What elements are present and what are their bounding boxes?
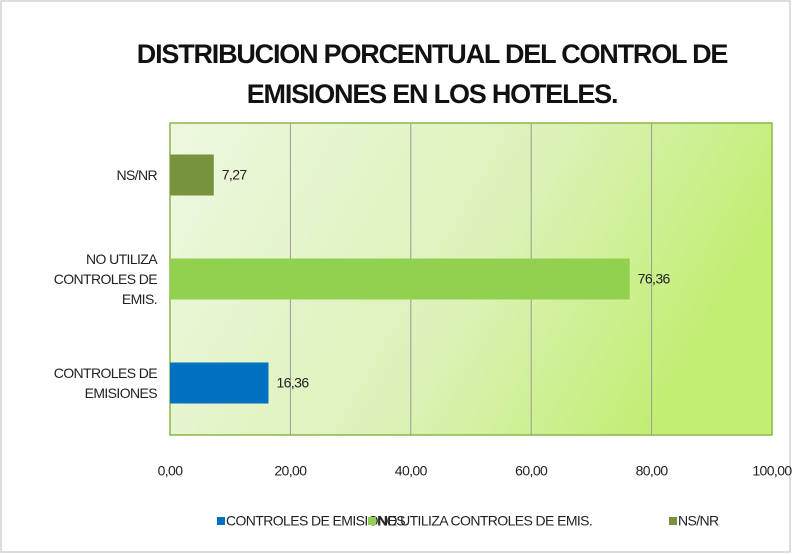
x-tick-label: 60,00: [515, 463, 548, 479]
y-tick-label: NS/NR: [116, 167, 157, 183]
data-label: 7,27: [222, 167, 248, 183]
x-tick-label: 40,00: [395, 463, 428, 479]
legend-label: NS/NR: [678, 513, 719, 529]
bar: [170, 258, 630, 300]
legend-swatch: [669, 517, 677, 525]
x-tick-label: 100,00: [752, 463, 792, 479]
legend-label: CONTROLES DE EMISIONES: [226, 513, 405, 529]
x-tick-label: 20,00: [274, 463, 307, 479]
y-tick-label: CONTROLES DE EMISIONES: [53, 365, 158, 401]
y-tick-label: NO UTILIZA CONTROLES DE EMIS.: [53, 251, 158, 307]
legend-label: NO UTILIZA CONTROLES DE EMIS.: [377, 513, 592, 529]
legend-swatch: [368, 517, 376, 525]
x-tick-label: 0,00: [158, 463, 184, 479]
data-label: 76,36: [638, 271, 671, 287]
bar: [170, 362, 269, 404]
data-label: 16,36: [276, 375, 309, 391]
chart-title: DISTRIBUCION PORCENTUAL DEL CONTROL DE EM…: [137, 39, 728, 109]
bar: [170, 154, 214, 196]
x-tick-label: 80,00: [636, 463, 669, 479]
legend-swatch: [217, 517, 225, 525]
